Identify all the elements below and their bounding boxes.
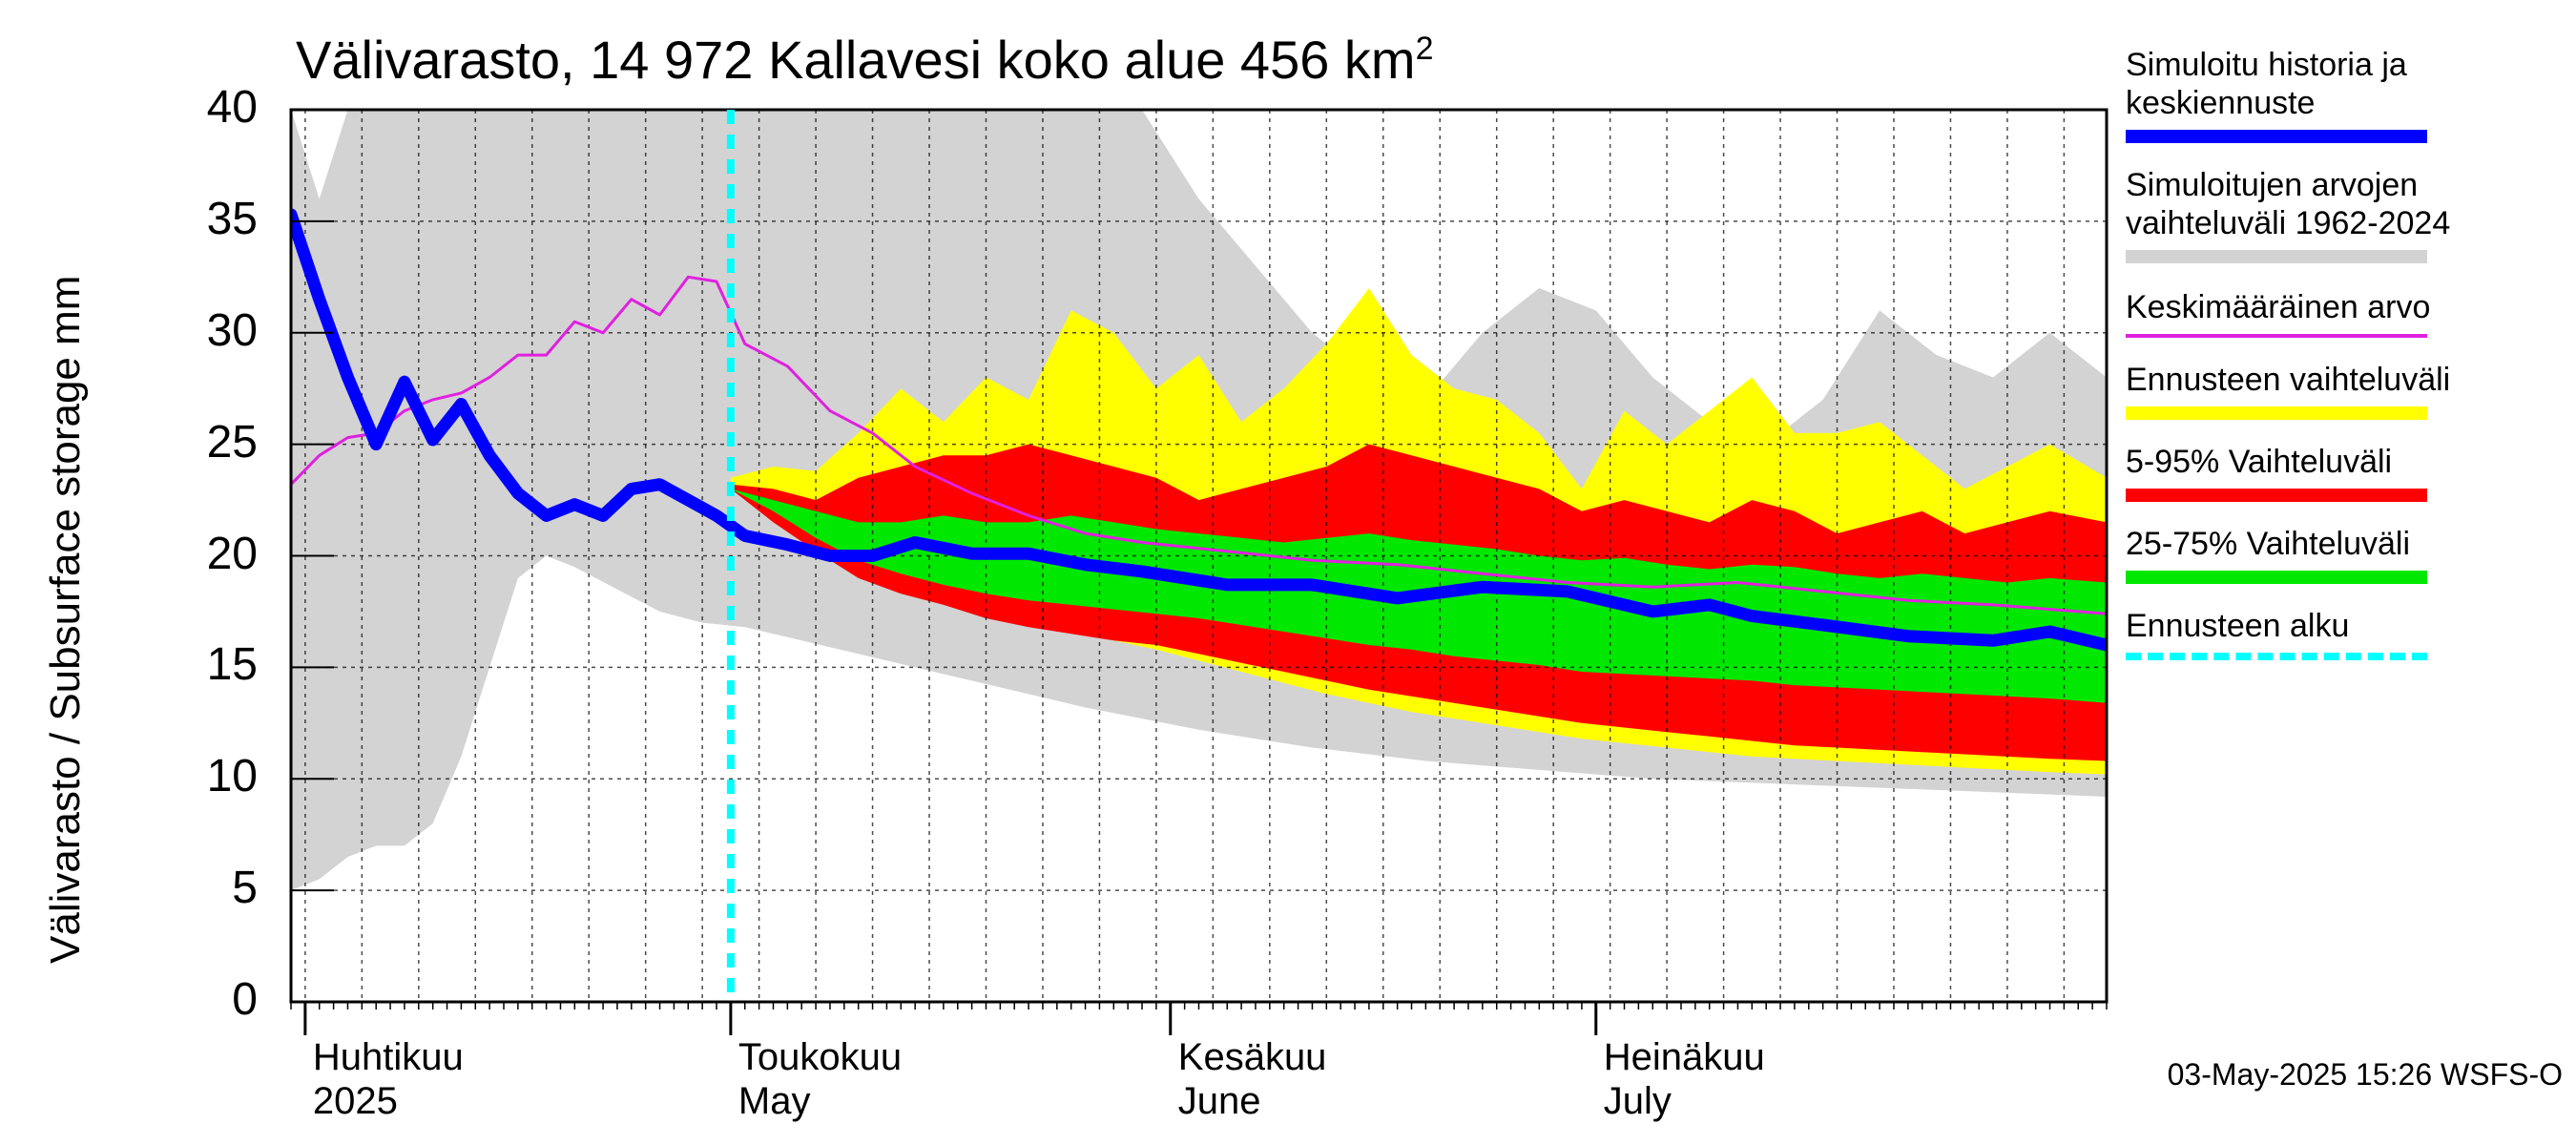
range-bands — [291, 110, 2107, 891]
month-label-en: 2025 — [312, 1080, 398, 1122]
legend-label: Simuloitu historia ja keskiennuste — [2126, 47, 2407, 121]
legend-swatch — [2126, 334, 2427, 338]
legend-label: 25-75% Vaihteluväli — [2126, 526, 2410, 562]
axes — [289, 108, 2109, 1035]
legend-item: Simuloitujen arvojen vaihteluväli 1962-2… — [2126, 166, 2565, 263]
y-tick-label: 35 — [206, 193, 258, 244]
legend-swatch — [2126, 571, 2427, 584]
y-axis-label: Välivarasto / Subsurface storage mm — [42, 275, 89, 964]
month-label-fi: Huhtikuu — [312, 1036, 464, 1078]
month-label-fi: Kesäkuu — [1177, 1036, 1327, 1078]
legend-swatch — [2126, 406, 2427, 420]
month-label: Kesäkuu June — [1178, 1035, 1327, 1123]
y-tick-label: 10 — [206, 751, 258, 802]
legend-label: 5-95% Vaihteluväli — [2126, 444, 2393, 480]
month-label-en: July — [1603, 1080, 1672, 1122]
legend-swatch — [2126, 250, 2427, 263]
legend-item: Simuloitu historia ja keskiennuste — [2126, 46, 2565, 143]
series-lines — [291, 208, 2107, 652]
legend: Simuloitu historia ja keskiennuste Simulo… — [2126, 46, 2565, 660]
legend-item: Ennusteen vaihteluväli — [2126, 361, 2565, 420]
legend-item: 5-95% Vaihteluväli — [2126, 443, 2565, 502]
y-tick-label: 0 — [232, 974, 258, 1025]
legend-swatch — [2126, 653, 2427, 660]
y-tick-label: 25 — [206, 416, 258, 468]
y-tick-label: 15 — [206, 639, 258, 691]
grid-lines — [291, 110, 2107, 1002]
legend-item: Ennusteen alku — [2126, 607, 2565, 660]
legend-swatch — [2126, 130, 2427, 143]
y-tick-label: 30 — [206, 304, 258, 356]
y-tick-label: 20 — [206, 528, 258, 579]
chart-title: Välivarasto, 14 972 Kallavesi koko alue … — [296, 30, 1434, 90]
legend-label: Ennusteen alku — [2126, 608, 2350, 644]
legend-swatch — [2126, 489, 2427, 502]
month-label-fi: Toukokuu — [737, 1036, 903, 1078]
timestamp: 03-May-2025 15:26 WSFS-O — [2167, 1057, 2563, 1092]
month-label: Toukokuu May — [738, 1035, 902, 1123]
legend-label: Simuloitujen arvojen vaihteluväli 1962-2… — [2126, 167, 2451, 241]
legend-item: Keskimääräinen arvo — [2126, 288, 2565, 338]
legend-label: Ennusteen vaihteluväli — [2126, 362, 2451, 398]
month-label-fi: Heinäkuu — [1603, 1036, 1765, 1078]
month-label: Huhtikuu 2025 — [313, 1035, 464, 1123]
y-tick-label: 40 — [206, 82, 258, 133]
month-label-en: May — [737, 1080, 811, 1122]
month-label: Heinäkuu July — [1604, 1035, 1765, 1123]
legend-label: Keskimääräinen arvo — [2126, 289, 2431, 325]
series-4-line — [291, 275, 2107, 615]
month-label-en: June — [1177, 1080, 1261, 1122]
series-5-line — [291, 208, 2107, 652]
y-tick-label: 5 — [232, 863, 258, 914]
legend-item: 25-75% Vaihteluväli — [2126, 525, 2565, 584]
